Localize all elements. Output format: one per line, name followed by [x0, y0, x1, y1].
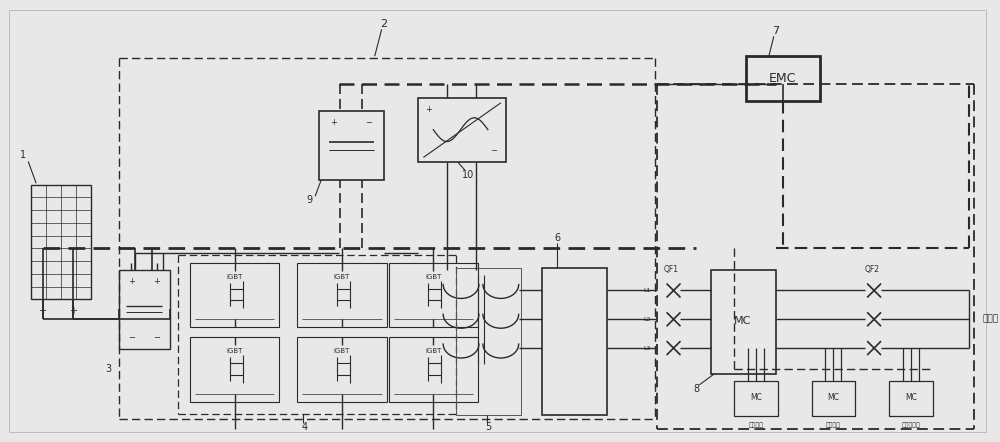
Text: L3: L3 [643, 346, 650, 351]
Text: 8: 8 [693, 384, 699, 394]
Text: IGBT: IGBT [334, 348, 350, 354]
Text: 主电网: 主电网 [982, 315, 998, 324]
Text: 一般负荷: 一般负荷 [826, 423, 841, 428]
Bar [190, 263, 279, 327]
Text: IGBT: IGBT [227, 348, 243, 354]
Text: IGBT: IGBT [334, 274, 350, 280]
Text: −: − [39, 306, 47, 316]
Bar [812, 381, 855, 415]
Text: IGBT: IGBT [425, 274, 441, 280]
Text: −: − [365, 118, 372, 127]
Bar [319, 111, 384, 180]
Text: 9: 9 [306, 195, 312, 205]
Bar [456, 268, 521, 415]
Bar [746, 56, 820, 101]
Text: MC: MC [905, 393, 917, 402]
Text: 3: 3 [106, 364, 112, 374]
Bar [119, 270, 170, 349]
Bar [297, 337, 387, 402]
Text: MC: MC [827, 393, 839, 402]
Bar [190, 337, 279, 402]
Bar [711, 270, 776, 374]
Bar [31, 185, 91, 299]
Text: 10: 10 [462, 170, 474, 180]
Text: IGBT: IGBT [227, 274, 243, 280]
Bar [389, 263, 478, 327]
Text: L1: L1 [643, 288, 650, 293]
Text: +: + [153, 277, 160, 286]
Bar [889, 381, 933, 415]
Bar [297, 263, 387, 327]
Bar [542, 268, 607, 415]
Text: IGBT: IGBT [425, 348, 441, 354]
Text: +: + [331, 118, 337, 127]
Text: +: + [425, 105, 432, 114]
Text: −: − [490, 146, 497, 155]
Text: +: + [128, 277, 135, 286]
Text: 7: 7 [772, 27, 779, 36]
Text: 1: 1 [20, 150, 26, 160]
Text: L2: L2 [643, 317, 650, 322]
Bar [734, 381, 778, 415]
Text: 4: 4 [301, 422, 307, 431]
Text: 2: 2 [380, 19, 387, 30]
Text: MC: MC [750, 393, 762, 402]
Bar [418, 98, 506, 162]
Bar [389, 337, 478, 402]
Text: −: − [128, 333, 135, 342]
Text: EMC: EMC [769, 72, 796, 84]
Text: 重要负荷: 重要负荷 [748, 423, 763, 428]
Text: −: − [153, 333, 160, 342]
Text: 可中断负荷: 可中断负荷 [901, 423, 920, 428]
Text: QF2: QF2 [865, 265, 880, 274]
Text: 5: 5 [485, 422, 491, 431]
Text: 6: 6 [554, 233, 560, 243]
Text: +: + [69, 306, 77, 316]
Text: MC: MC [734, 316, 752, 326]
Text: QF1: QF1 [664, 265, 679, 274]
